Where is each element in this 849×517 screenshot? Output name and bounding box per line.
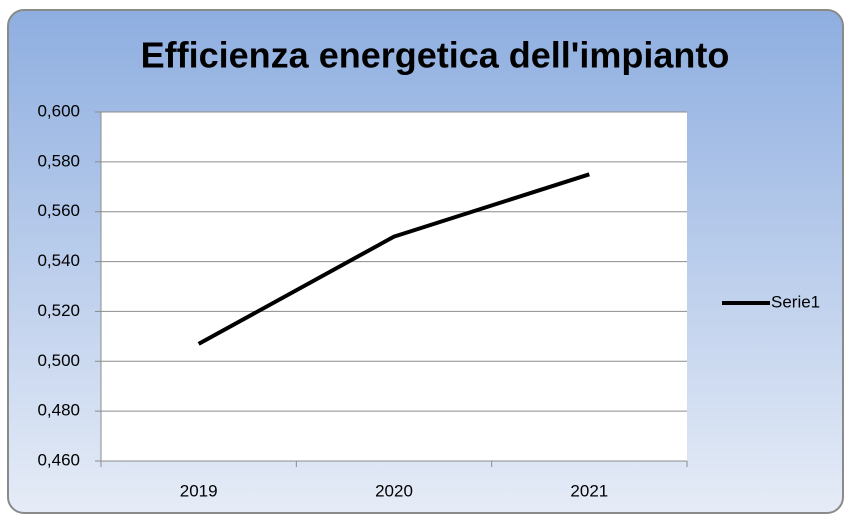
y-tick-label: 0,480 bbox=[37, 401, 80, 420]
y-tick-label: 0,540 bbox=[37, 251, 80, 270]
x-tick-label: 2021 bbox=[570, 481, 608, 500]
legend-label: Serie1 bbox=[771, 292, 820, 311]
y-tick-label: 0,600 bbox=[37, 101, 80, 120]
y-tick-label: 0,520 bbox=[37, 301, 80, 320]
x-tick-label: 2019 bbox=[180, 481, 218, 500]
y-tick-label: 0,560 bbox=[37, 201, 80, 220]
y-tick-label: 0,580 bbox=[37, 151, 80, 170]
y-tick-label: 0,460 bbox=[37, 450, 80, 469]
chart-title: Efficienza energetica dell'impianto bbox=[141, 35, 730, 76]
plot-area bbox=[101, 112, 687, 461]
y-tick-label: 0,500 bbox=[37, 351, 80, 370]
x-tick-label: 2020 bbox=[375, 481, 413, 500]
data-line bbox=[197, 172, 590, 346]
